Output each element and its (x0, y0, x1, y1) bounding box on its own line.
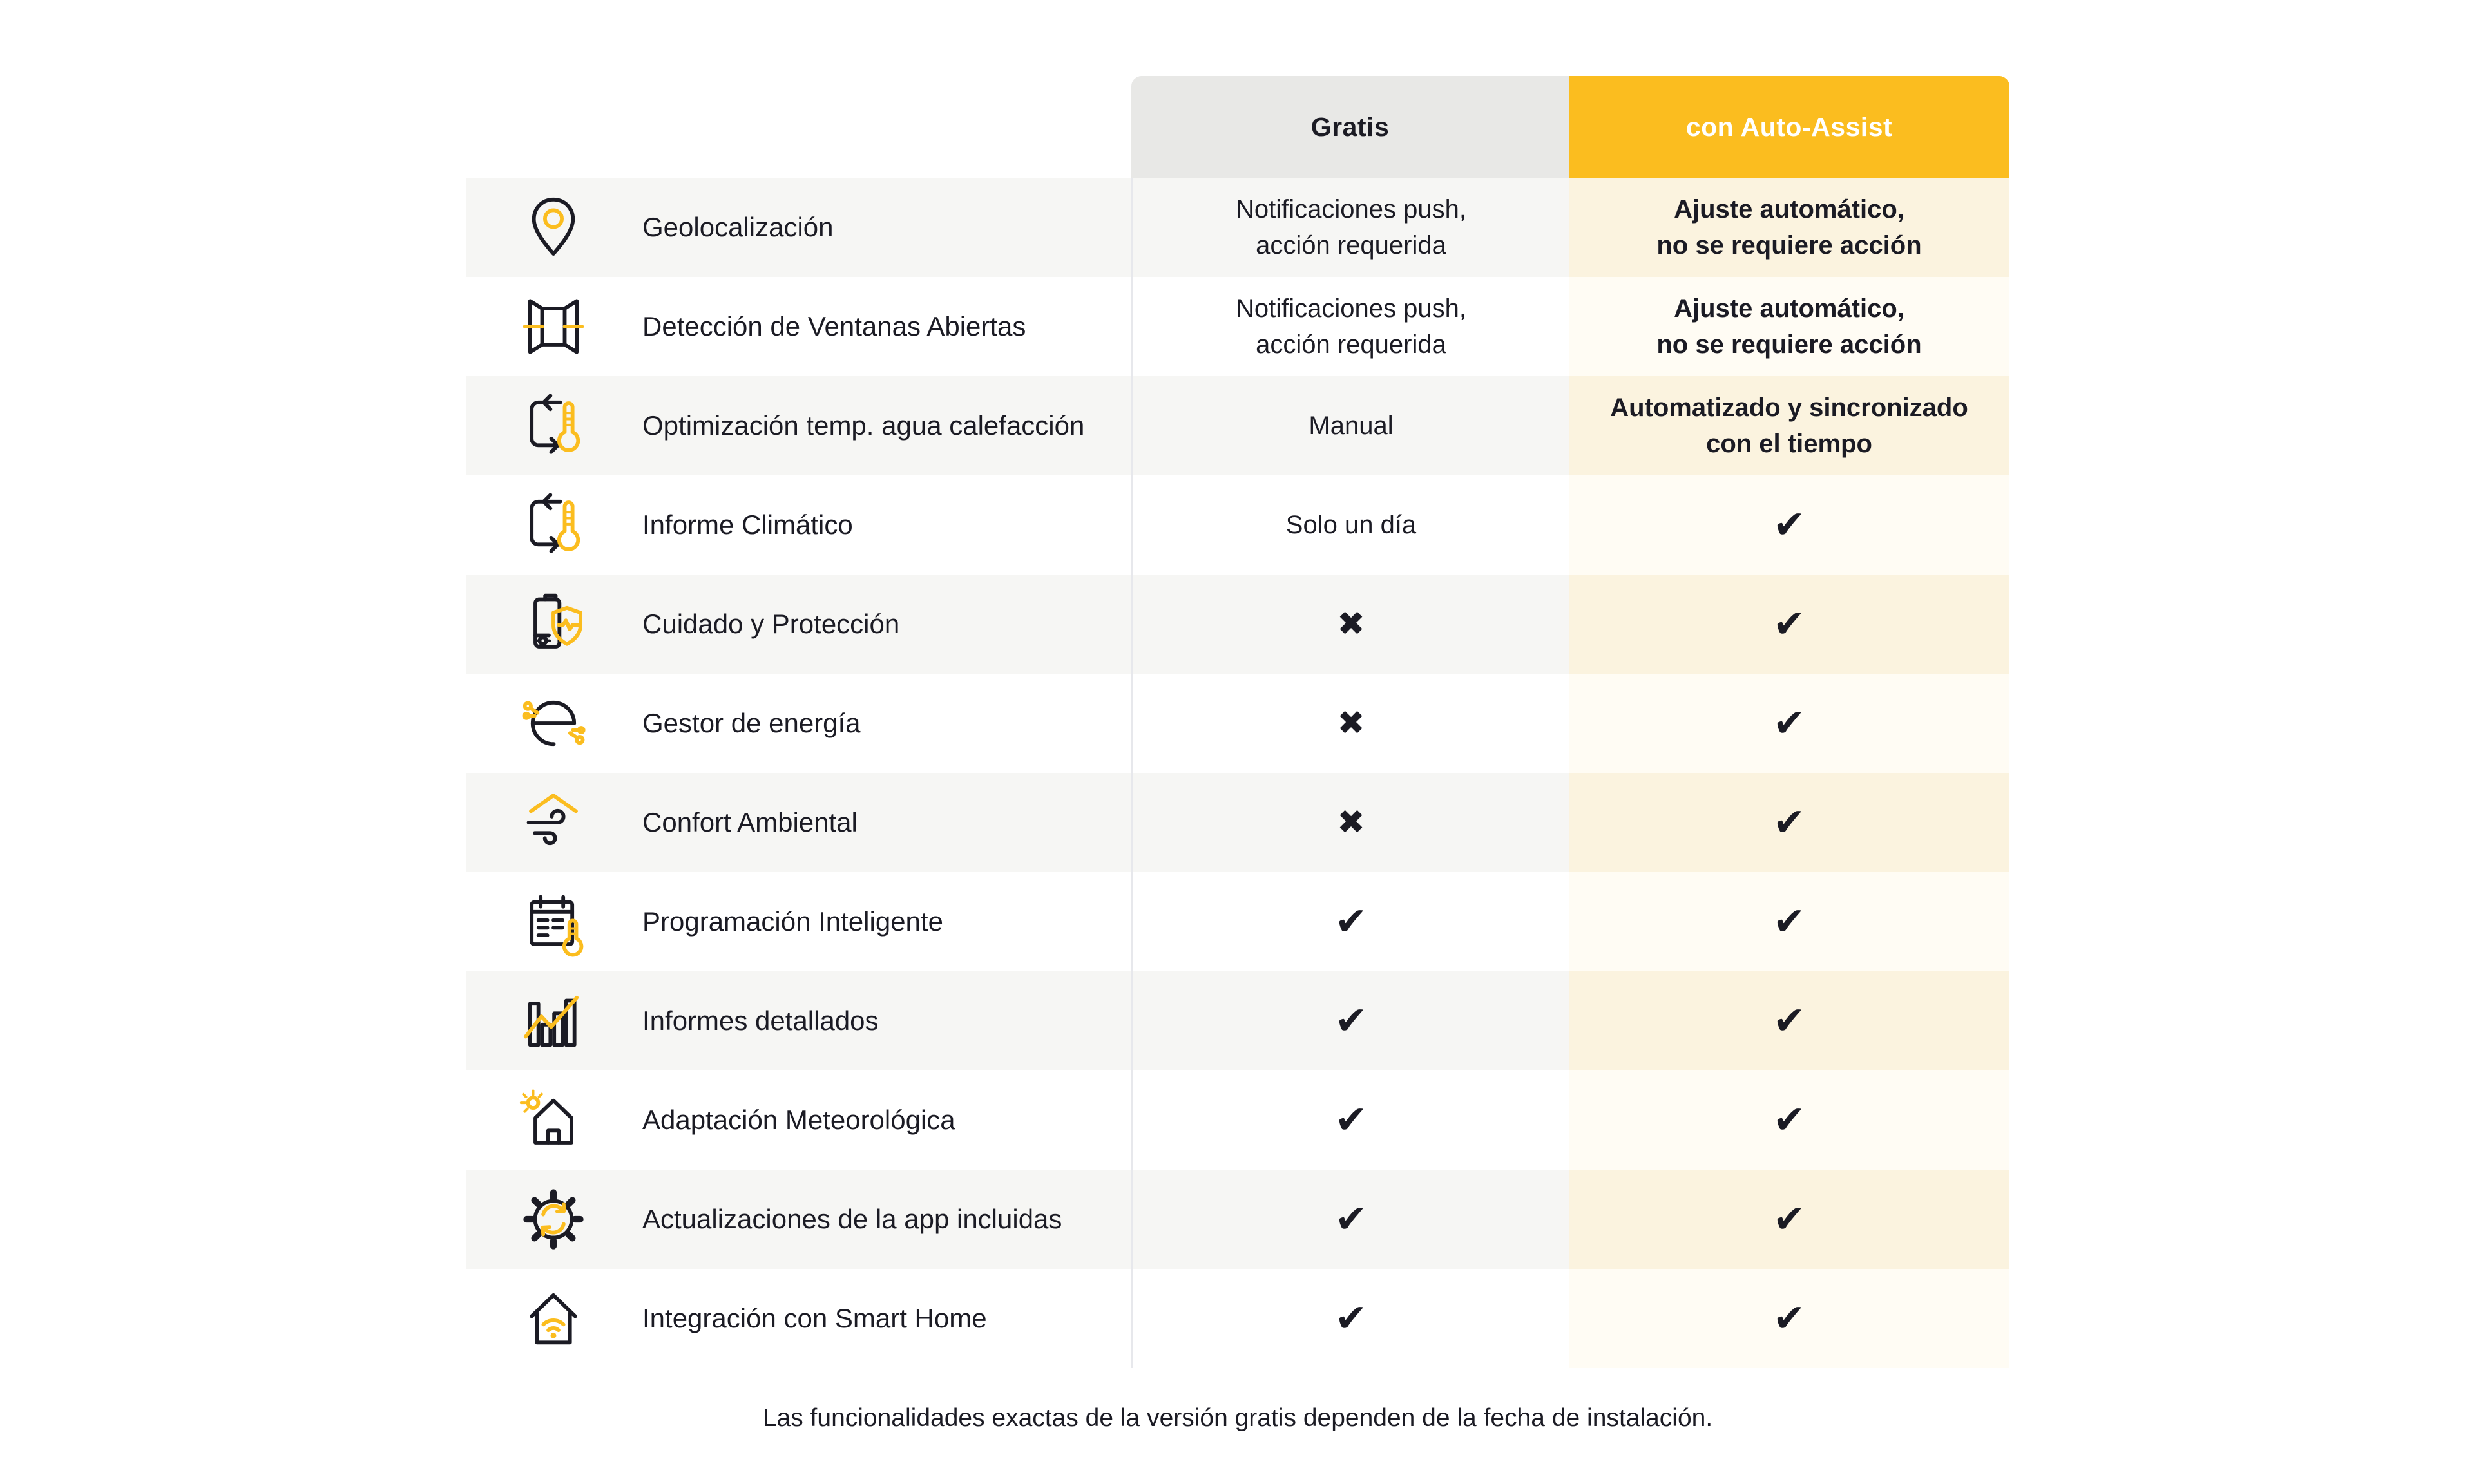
table-row: Optimización temp. agua calefacción Manu… (466, 376, 2009, 475)
table-header: Gratis con Auto-Assist (466, 76, 2009, 178)
open-window-icon (517, 290, 590, 363)
free-value: Notificaciones push, acción requerida (1236, 294, 1466, 359)
free-value: Notificaciones push, acción requerida (1236, 195, 1466, 260)
assist-value: ✔ (1772, 701, 1806, 745)
footnote: Las funcionalidades exactas de la versió… (762, 1404, 1713, 1432)
assist-value: ✔ (1772, 602, 1806, 645)
feature-label: Confort Ambiental (642, 806, 858, 837)
header-free-plan: Gratis (1131, 76, 1569, 178)
free-value: ✖ (1337, 803, 1365, 841)
free-value: ✔ (1334, 1098, 1368, 1141)
boiler-shield-icon (517, 588, 590, 660)
feature-label: Geolocalización (642, 211, 834, 242)
feature-label: Informe Climático (642, 509, 853, 540)
feature-label: Informes detallados (642, 1005, 879, 1036)
smart-schedule-icon (517, 886, 590, 958)
table-row: Cuidado y Protección ✖ ✔ (466, 575, 2009, 674)
free-value: ✔ (1334, 1297, 1368, 1340)
free-value: Solo un día (1285, 511, 1417, 539)
assist-value: ✔ (1772, 1197, 1806, 1241)
smart-home-icon (517, 1282, 590, 1355)
assist-value: Automatizado y sincronizado con el tiemp… (1610, 394, 1968, 458)
assist-value: Ajuste automático, no se requiere acción (1656, 294, 1922, 359)
water-temp-cycle-icon (517, 390, 590, 462)
free-value: Manual (1309, 412, 1394, 440)
weather-adaptation-icon (517, 1084, 590, 1156)
table-row: Programación Inteligente ✔ ✔ (466, 872, 2009, 971)
climate-report-cycle-icon (517, 489, 590, 561)
table-row: Informe Climático Solo un día ✔ (466, 475, 2009, 575)
location-pin-icon (517, 191, 590, 263)
feature-label: Actualizaciones de la app incluidas (642, 1203, 1062, 1234)
table-row: Informes detallados ✔ ✔ (466, 971, 2009, 1070)
air-comfort-icon (517, 786, 590, 859)
feature-label: Integración con Smart Home (642, 1302, 987, 1333)
energy-manager-icon (517, 687, 590, 759)
assist-value: ✔ (1772, 999, 1806, 1042)
app-updates-gear-icon (517, 1183, 590, 1255)
free-value: ✖ (1337, 605, 1365, 643)
table-row: Geolocalización Notificaciones push, acc… (466, 178, 2009, 277)
feature-comparison-table: Gratis con Auto-Assist Geolocalización N… (466, 76, 2009, 1368)
free-value: ✔ (1334, 1197, 1368, 1241)
assist-value: ✔ (1772, 503, 1806, 546)
table-row: Actualizaciones de la app incluidas ✔ ✔ (466, 1170, 2009, 1269)
table-body: Geolocalización Notificaciones push, acc… (466, 178, 2009, 1368)
table-row: Adaptación Meteorológica ✔ ✔ (466, 1070, 2009, 1170)
free-value: ✔ (1334, 999, 1368, 1042)
feature-label: Gestor de energía (642, 707, 861, 738)
table-row: Detección de Ventanas Abiertas Notificac… (466, 277, 2009, 376)
assist-value: ✔ (1772, 801, 1806, 844)
feature-label: Cuidado y Protección (642, 608, 900, 639)
header-auto-assist-plan: con Auto-Assist (1569, 76, 2009, 178)
table-row: Confort Ambiental ✖ ✔ (466, 773, 2009, 872)
assist-value: Ajuste automático, no se requiere acción (1656, 195, 1922, 260)
assist-value: ✔ (1772, 1297, 1806, 1340)
free-value: ✖ (1337, 704, 1365, 742)
assist-value: ✔ (1772, 1098, 1806, 1141)
feature-label: Adaptación Meteorológica (642, 1104, 955, 1135)
table-row: Integración con Smart Home ✔ ✔ (466, 1269, 2009, 1368)
free-value: ✔ (1334, 900, 1368, 943)
feature-label: Programación Inteligente (642, 906, 943, 937)
feature-label: Detección de Ventanas Abiertas (642, 310, 1026, 341)
detailed-reports-icon (517, 985, 590, 1057)
assist-value: ✔ (1772, 900, 1806, 943)
table-row: Gestor de energía ✖ ✔ (466, 674, 2009, 773)
feature-label: Optimización temp. agua calefacción (642, 410, 1085, 441)
